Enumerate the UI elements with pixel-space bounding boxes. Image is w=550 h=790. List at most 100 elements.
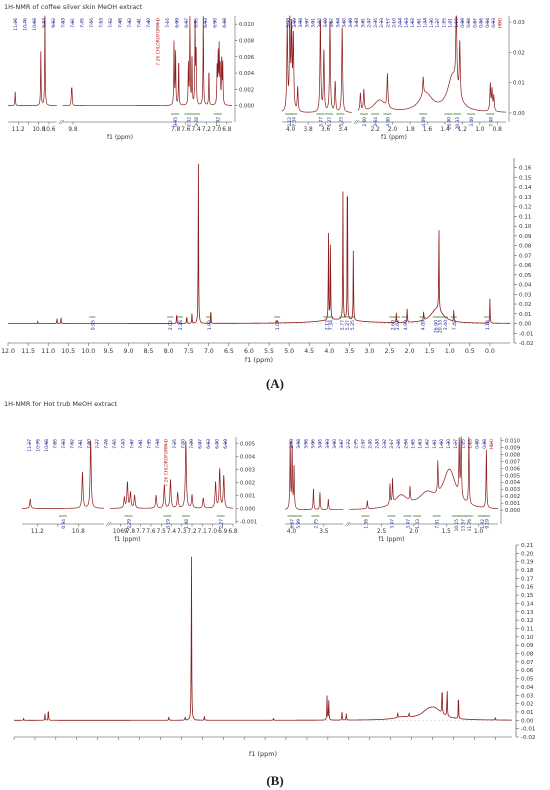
panel-a-y-tick-label: 0.03 (519, 292, 532, 298)
panel-a-integral-label: 2.02 (168, 320, 174, 330)
panel-b-inset-left-peak-label: 11.27 (27, 439, 33, 452)
panel-b-inset-left-peak-label: 10.68 (44, 439, 50, 452)
panel-a-integral-label: 2.28 (178, 320, 184, 330)
panel-b-inset-left-peak-label: 7.47 (129, 439, 135, 449)
panel-a-inset-right-x-tick-label: 3.4 (338, 127, 348, 133)
panel-a-x-tick-label: 2.0 (405, 348, 415, 355)
panel-a-inset-left-x-tick-label: 7.8 (171, 127, 181, 133)
panel-a-inset-right-spectrum-line (357, 15, 506, 113)
panel-b-inset-right-y-tick-label: 0.001 (505, 501, 520, 507)
panel-a-inset-right-x-tick-label: 1.8 (405, 127, 415, 133)
panel-a-y-tick-label: 0.15 (519, 175, 532, 181)
panel-a-inset-right-peak-label: 0.83 (491, 18, 497, 28)
panel-a-inset-left-peak-label: 7.83 (61, 18, 67, 28)
panel-a-x-tick-label: 4.5 (304, 348, 314, 355)
panel-a-integral-label: 5.27 (345, 320, 351, 330)
panel-a-x-tick-label: 11.5 (21, 348, 35, 355)
panel-a-inset-left-spectrum-line (62, 15, 232, 107)
panel-b-inset-right-peak-label: 1.62 (425, 439, 431, 449)
panel-a-inset-left-peak-label: 6.88 (222, 18, 228, 28)
panel-b-inset-left-x-tick-label: 7.4 (167, 529, 177, 535)
panel-a-x-tick-label: 1.0 (445, 348, 455, 355)
panel-a-integral-label: 20.33 (438, 320, 444, 333)
panel-b-y-tick-label: 0.02 (521, 702, 533, 708)
panel-b-inset-left-peak-label: 7.76 (104, 439, 110, 449)
panel-a-inset-left-peak-label: 9.83 (42, 18, 48, 28)
panel-a-x-tick-label: 9.5 (103, 348, 113, 355)
panel-b-y-tick-label: 0.14 (521, 601, 534, 607)
panel-a-inset-left-spectrum-line (8, 15, 57, 106)
panel-b-inset-left-y-tick-label: 0.001 (240, 493, 255, 499)
panel-a-inset-right-peak-label: 1.34 (423, 18, 429, 28)
panel-a-inset-left-y-tick-label: 0.002 (239, 87, 254, 93)
panel-b-y-tick-label: 0.19 (521, 560, 534, 566)
panel-b-y-tick-label: 0.08 (521, 652, 534, 658)
panel-a-spectrum-line (8, 163, 510, 324)
panel-b-inset-right-x-tick-label: 1.0 (474, 529, 484, 535)
panel-a-inset-right-peak-label: 1.61 (416, 18, 422, 28)
panel-b-inset-left-peak-label: 7.77 (95, 439, 101, 449)
panel-a-inset-left-y-tick-label: 0.008 (239, 38, 255, 44)
panel-b-inset-left-peak-label: 7.09 (189, 439, 195, 449)
panel-a-inset-right-peak-label: 0.88 (466, 18, 472, 28)
panel-b-inset-right-spectrum-line (349, 436, 499, 510)
panel-b-inset-right-y-tick-label: 0.000 (505, 508, 521, 514)
panel-b-inset-right-peak-label: 2.37 (360, 439, 366, 449)
panel-a-integral-label: 0.95 (90, 320, 96, 330)
panel-a-x-tick-label: 2.5 (385, 348, 395, 355)
panel-a-inset-right-peak-label: 1.27 (435, 18, 441, 28)
panel-a-y-tick-label: 0.14 (519, 185, 532, 191)
panel-a-x-tick-label: 10.0 (81, 348, 95, 355)
panel-b-inset-left-y-tick-label: 0.005 (240, 441, 255, 447)
panel-b-inset-left-axis-break (105, 521, 110, 527)
panel-a-inset-right-peak-label: 3.98 (298, 18, 304, 28)
panel-a-inset-left-x-tick-label: 7.6 (181, 127, 191, 133)
panel-b-y-tick-label: 0.03 (521, 693, 534, 699)
panel-b-inset-right-peak-label: 2.33 (375, 439, 381, 449)
panel-b-inset-right-peak-label: 2.06 (396, 439, 402, 449)
panel-b-inset-right-x-axis-label: f1 (ppm) (379, 536, 405, 543)
panel-a-x-tick-label: 3.5 (344, 348, 354, 355)
panel-b-inset-right-y-tick-label: 0.004 (505, 480, 521, 486)
panel-b-y-tick-label: 0.15 (521, 593, 534, 599)
panel-a-inset-right-peak-label: 2.35 (373, 18, 379, 28)
panel-a-inset-left-peak-label: 6.97 (184, 18, 190, 28)
panel-a-inset-right-x-tick-label: 2.0 (388, 127, 398, 133)
panel-b-inset-right-spectrum-line (284, 441, 344, 510)
panel-a-inset-left-integral-label: 2.28 (194, 117, 200, 127)
panel-b-x-axis-label: f1 (ppm) (249, 750, 277, 758)
panel-a-inset-left-y-tick-label: 0.010 (239, 22, 255, 28)
panel-a-inset-right-peak-label: 1.25 (441, 18, 447, 28)
panel-b-inset-left-integral-label: 2.27 (219, 519, 225, 529)
panel-a-inset-right-peak-label: 0.84 (485, 18, 491, 28)
panel-a-inset-right-x-tick-label: 1.2 (458, 127, 468, 133)
panel-a-inset-right-y-tick-label: 0.02 (513, 50, 525, 56)
panel-b-inset-right-integral-label: 11.76 (467, 519, 473, 532)
panel-b-inset-left-x-axis-label: f1 (ppm) (115, 536, 141, 543)
panel-a-integral-label: 5.25 (350, 320, 356, 330)
panel-a-x-tick-label: 0.5 (465, 348, 475, 355)
panel-a-inset-left-x-tick-label: 11.2 (12, 127, 25, 133)
panel-b-inset-right-peak-label: 2.75 (353, 439, 359, 449)
panel-a-x-tick-label: 5.5 (264, 348, 274, 355)
panel-a-inset-right-integral-label: 7.48 (488, 117, 494, 127)
panel-a-inset-right-peak-label: 3.91 (311, 18, 317, 28)
panel-a-inset-right-axis-break (355, 119, 359, 125)
panel-b-caption: (B) (266, 773, 284, 788)
panel-b-inset-left-integral-label: 2.29 (126, 519, 132, 529)
panel-b-inset-left-x-tick-label: 6.9 (218, 529, 228, 535)
panel-a-inset-right-peak-label: 0.89 (460, 18, 466, 28)
panel-b-inset-left-spectrum-line (22, 440, 104, 509)
panel-a-integral-label: 7.34 (328, 320, 334, 330)
panel-b-inset-left-peak-label: 7.41 (138, 439, 144, 449)
panel-a-inset-left-inset-plot: 11.2 10.810.6 9.8 7.8 7.6 7.4 7.2 7.0 6.8 f1 (ppm… (8, 15, 255, 141)
panel-a-integral-label: 2.60 (390, 320, 396, 330)
panel-a-y-tick-label: 0.00 (519, 322, 532, 328)
panel-a-integral-label: 1.07 (275, 320, 281, 330)
panel-a-inset-right-integral-label: 4.90 (385, 117, 391, 127)
panel-a-y-tick-label: 0.16 (519, 166, 532, 172)
panel-a-inset-right-y-tick-label: 0.03 (513, 20, 525, 26)
panel-a-integral-label: 26.90 (434, 320, 440, 333)
panel-a-inset-right-peak-label: 0.86 (479, 18, 485, 28)
panel-b-inset-left-peak-label: 7.55 (112, 439, 118, 449)
